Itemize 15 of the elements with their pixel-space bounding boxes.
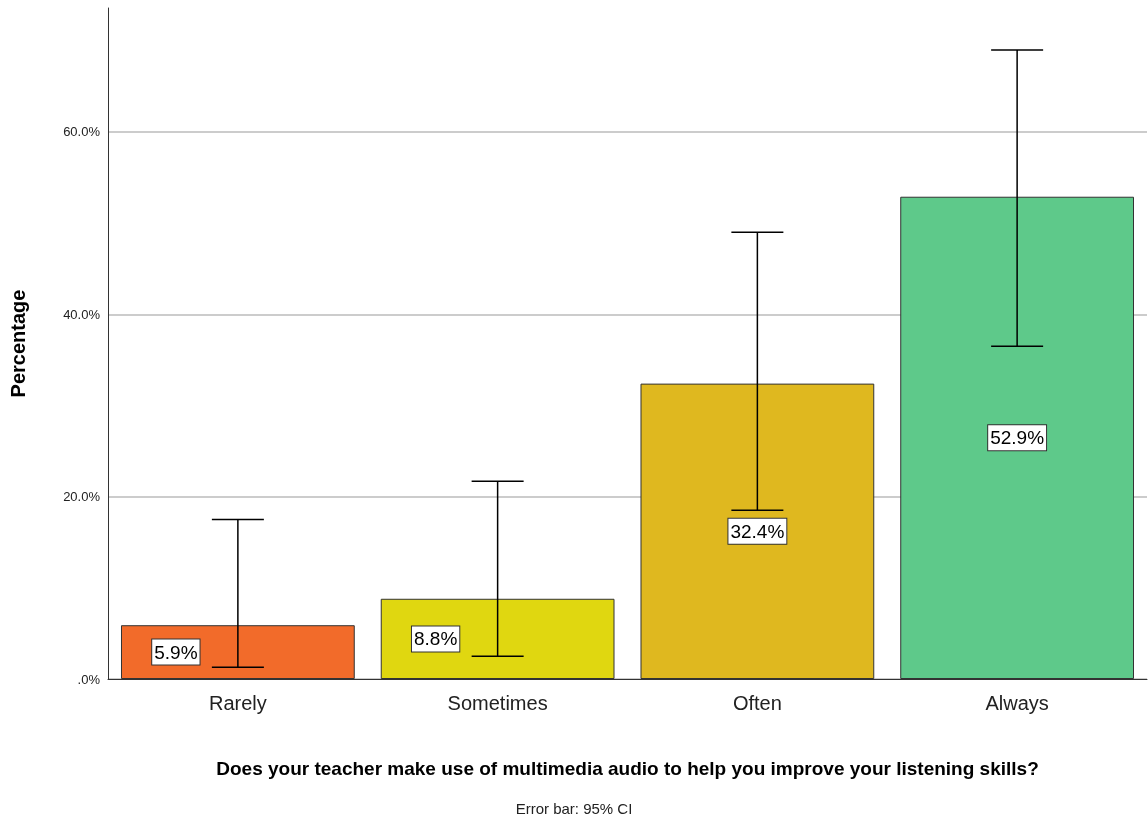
data-label: 8.8% [413,628,458,650]
y-tick-label: 60.0% [63,124,101,140]
text: Error bar: 95% CI [515,800,633,817]
y-tick-label: .0% [77,671,101,687]
x-tick-label: Rarely [208,692,267,714]
y-tick-label: 20.0% [63,489,101,505]
x-tick-label: Sometimes [447,692,548,714]
data-label: 5.9% [154,641,198,663]
data-label: 52.9% [990,427,1045,449]
data-label: 32.4% [730,520,785,542]
x-tick-label: Always [985,692,1049,714]
x-axis-title: Does your teacher make use of multimedia audio to help you improve your listening skills? [216,758,1039,779]
y-axis-title: Percentage [7,289,29,398]
x-tick-label: Often [732,692,782,714]
y-tick-label: 40.0% [63,306,101,322]
